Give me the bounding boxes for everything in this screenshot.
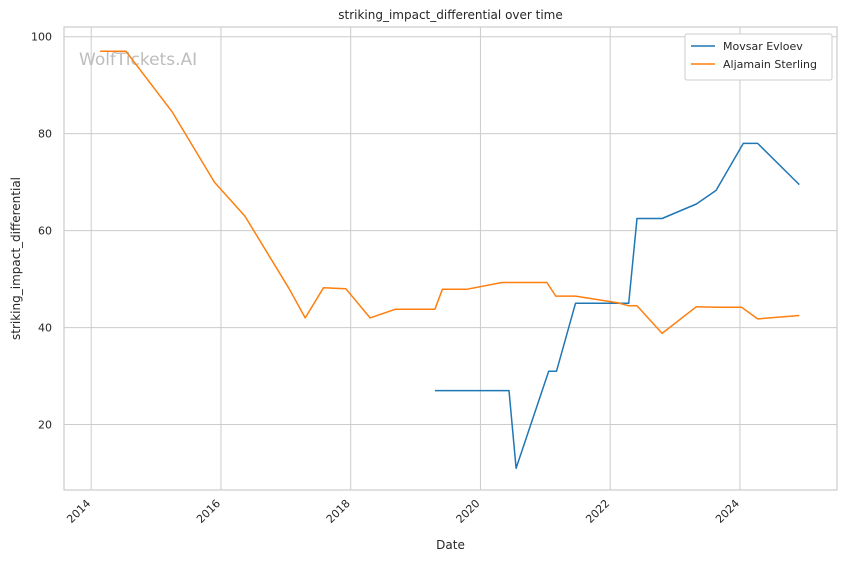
legend-label-1: Movsar Evloev (723, 40, 803, 53)
plot-frame (63, 26, 838, 491)
y-axis-label: striking_impact_differential (9, 177, 23, 340)
legend-label-2: Aljamain Sterling (723, 58, 817, 71)
legend-box (684, 33, 833, 81)
legend: Movsar Evloev Aljamain Sterling (684, 33, 833, 81)
watermark: WolfTickets.AI (79, 50, 197, 70)
series-line-1 (434, 142, 800, 469)
x-gridlines (90, 27, 741, 490)
x-axis-label: Date (436, 538, 465, 552)
y-tick-labels: 20 40 60 80 100 (31, 31, 52, 432)
y-tick-label: 60 (38, 225, 52, 238)
y-tick-label: 40 (38, 322, 52, 335)
legend-items: Movsar Evloev Aljamain Sterling (691, 40, 817, 71)
chart-title: striking_impact_differential over time (338, 8, 563, 22)
series-layer (100, 50, 800, 469)
y-tick-label: 100 (31, 31, 52, 44)
y-tick-label: 20 (38, 419, 52, 432)
y-tick-label: 80 (38, 128, 52, 141)
series-line-2 (100, 50, 800, 335)
